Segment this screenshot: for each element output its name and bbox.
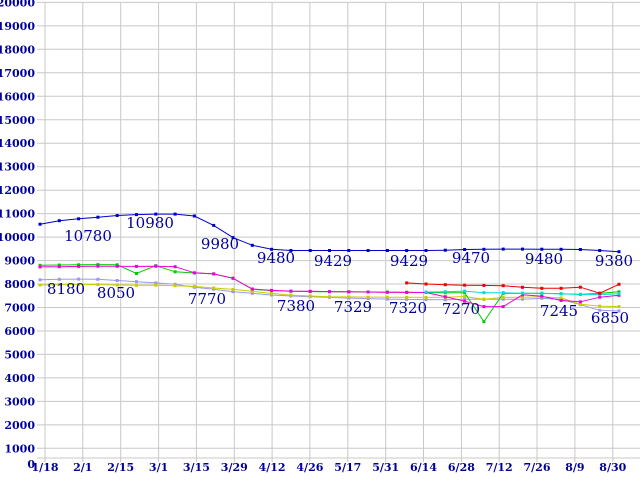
price-annotation-label: 8050: [97, 284, 135, 302]
x-tick-label: 4/26: [296, 461, 323, 474]
x-tick-label: 8/30: [599, 461, 626, 474]
y-tick-label: 10000: [0, 231, 35, 244]
x-tick-label: 8/9: [565, 461, 584, 474]
y-tick-label: 20000: [0, 0, 35, 9]
y-tick-label: 5000: [4, 348, 35, 361]
x-tick-label: 4/12: [259, 461, 286, 474]
x-tick-label: 3/15: [183, 461, 210, 474]
y-axis-labels: 0 1000 2000 3000 4000 5000 6000 7000 8000 9000 100…: [0, 0, 35, 471]
x-axis-labels: 1/18 2/1 2/15 3/1 3/15 3/29 4/12 4/26 5/17 5/31 6/…: [32, 461, 627, 474]
price-annotation-label: 6850: [591, 309, 629, 327]
price-annotation-label: 9480: [257, 249, 295, 267]
x-tick-label: 3/1: [149, 461, 168, 474]
y-tick-label: 14000: [0, 137, 35, 150]
y-tick-label: 18000: [0, 43, 35, 56]
x-tick-label: 1/18: [32, 461, 59, 474]
price-annotation-label: 9380: [595, 252, 633, 270]
price-annotation-label: 7770: [188, 290, 226, 308]
series-price-line-magenta: [38, 264, 621, 309]
y-tick-label: 7000: [4, 302, 35, 315]
price-annotation-label: 9980: [201, 235, 239, 253]
x-tick-label: 7/12: [486, 461, 513, 474]
y-tick-label: 12000: [0, 184, 35, 197]
price-annotation-label: 9429: [390, 252, 428, 270]
y-tick-label: 15000: [0, 114, 35, 127]
y-tick-label: 11000: [0, 208, 35, 221]
y-tick-label: 2000: [4, 419, 35, 432]
y-tick-label: 6000: [4, 325, 35, 338]
price-annotation-label: 7320: [389, 299, 427, 317]
y-tick-label: 19000: [0, 20, 35, 33]
series-price-line-blue: [38, 212, 621, 254]
y-tick-label: 17000: [0, 67, 35, 80]
y-tick-label: 1000: [4, 442, 35, 455]
price-annotation-label: 10980: [126, 214, 174, 232]
price-annotation-label: 10780: [64, 227, 112, 245]
gridlines: [37, 1, 640, 462]
x-tick-label: 2/1: [73, 461, 92, 474]
x-tick-label: 2/15: [107, 461, 134, 474]
x-tick-label: 6/28: [448, 461, 475, 474]
y-tick-label: 8000: [4, 278, 35, 291]
x-tick-label: 5/17: [334, 461, 361, 474]
y-tick-label: 16000: [0, 90, 35, 103]
x-tick-label: 7/26: [524, 461, 551, 474]
price-annotation-label: 7380: [277, 297, 315, 315]
series-price-line-red: [405, 281, 621, 295]
y-tick-label: 0: [27, 458, 35, 471]
price-annotation-label: 7245: [540, 302, 578, 320]
price-annotation-label: 9429: [314, 252, 352, 270]
x-tick-label: 6/14: [410, 461, 437, 474]
x-tick-label: 5/31: [372, 461, 399, 474]
price-annotations: 10780 10980 9980 9480 9429 9429 9470 9480 9380 81…: [47, 214, 633, 327]
price-annotation-label: 9470: [452, 249, 490, 267]
x-tick-label: 3/29: [221, 461, 248, 474]
y-tick-label: 13000: [0, 161, 35, 174]
y-tick-label: 9000: [4, 255, 35, 268]
y-tick-label: 4000: [4, 372, 35, 385]
y-tick-label: 3000: [4, 395, 35, 408]
price-annotation-label: 9480: [525, 250, 563, 268]
price-annotation-label: 8180: [47, 280, 85, 298]
price-annotation-label: 7270: [442, 300, 480, 318]
price-annotation-label: 7329: [334, 298, 372, 316]
